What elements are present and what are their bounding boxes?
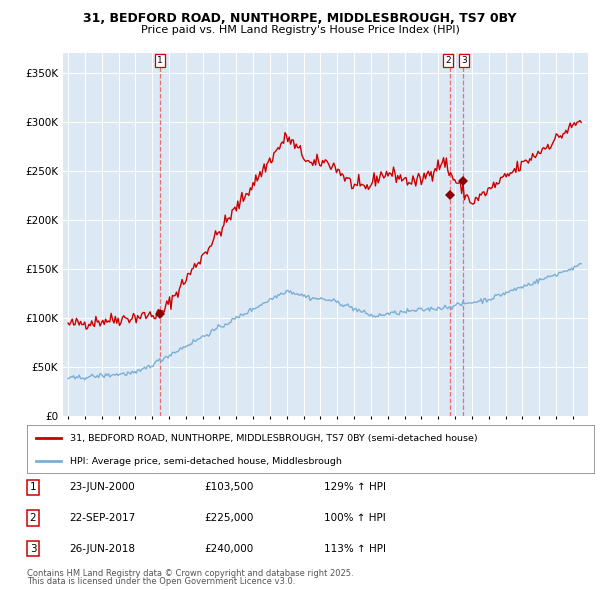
Text: 129% ↑ HPI: 129% ↑ HPI bbox=[324, 483, 386, 492]
Text: 2: 2 bbox=[445, 57, 451, 65]
Text: HPI: Average price, semi-detached house, Middlesbrough: HPI: Average price, semi-detached house,… bbox=[70, 457, 341, 466]
Text: 23-JUN-2000: 23-JUN-2000 bbox=[69, 483, 135, 492]
Text: £225,000: £225,000 bbox=[204, 513, 253, 523]
Text: Contains HM Land Registry data © Crown copyright and database right 2025.: Contains HM Land Registry data © Crown c… bbox=[27, 569, 353, 578]
Text: 31, BEDFORD ROAD, NUNTHORPE, MIDDLESBROUGH, TS7 0BY: 31, BEDFORD ROAD, NUNTHORPE, MIDDLESBROU… bbox=[83, 12, 517, 25]
Text: 31, BEDFORD ROAD, NUNTHORPE, MIDDLESBROUGH, TS7 0BY (semi-detached house): 31, BEDFORD ROAD, NUNTHORPE, MIDDLESBROU… bbox=[70, 434, 477, 443]
Text: 1: 1 bbox=[157, 57, 163, 65]
Text: This data is licensed under the Open Government Licence v3.0.: This data is licensed under the Open Gov… bbox=[27, 578, 295, 586]
Text: 3: 3 bbox=[29, 544, 37, 553]
Text: 22-SEP-2017: 22-SEP-2017 bbox=[69, 513, 135, 523]
Text: £103,500: £103,500 bbox=[204, 483, 253, 492]
Text: 2: 2 bbox=[29, 513, 37, 523]
Text: £240,000: £240,000 bbox=[204, 544, 253, 553]
Text: 1: 1 bbox=[29, 483, 37, 492]
Text: 3: 3 bbox=[461, 57, 467, 65]
Text: 113% ↑ HPI: 113% ↑ HPI bbox=[324, 544, 386, 553]
Text: Price paid vs. HM Land Registry's House Price Index (HPI): Price paid vs. HM Land Registry's House … bbox=[140, 25, 460, 35]
Text: 100% ↑ HPI: 100% ↑ HPI bbox=[324, 513, 386, 523]
Text: 26-JUN-2018: 26-JUN-2018 bbox=[69, 544, 135, 553]
